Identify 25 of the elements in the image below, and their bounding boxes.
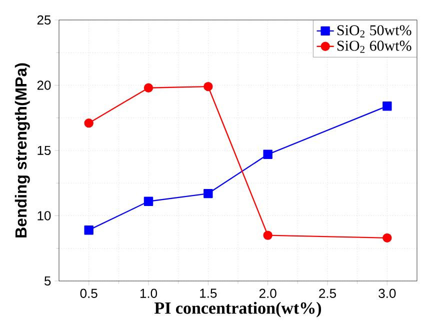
x-tick-label: 2.0: [259, 288, 276, 298]
y-tick-label: 15: [38, 146, 51, 156]
x-tick-label: 1.0: [140, 288, 158, 298]
point: [263, 230, 272, 240]
x-tick-label: 0.5: [80, 288, 98, 298]
point: [84, 118, 94, 128]
point: [144, 83, 154, 92]
point: [204, 188, 213, 198]
x-tick-label: 1.5: [200, 288, 217, 298]
y-tick-label: 20: [37, 80, 51, 90]
point: [84, 225, 94, 235]
point: [382, 102, 392, 111]
y-tick-label: 25: [37, 15, 51, 25]
point: [263, 150, 272, 160]
point: [382, 233, 392, 243]
legend-label: SiO$_{2}$ 60wt%: [337, 40, 412, 53]
y-tick-label: 10: [38, 211, 51, 220]
point: [144, 196, 154, 206]
x-tick-label: 3.0: [378, 288, 396, 298]
y-axis-title: Bending strength(MPa): [14, 63, 30, 238]
x-tick-label: 2.5: [319, 288, 336, 298]
y-tick-label: 5: [44, 276, 51, 286]
legend-label: SiO$_{2}$ 50wt%: [337, 25, 412, 38]
point: [204, 82, 213, 92]
x-axis-title: PI concentration(wt%): [154, 302, 322, 318]
